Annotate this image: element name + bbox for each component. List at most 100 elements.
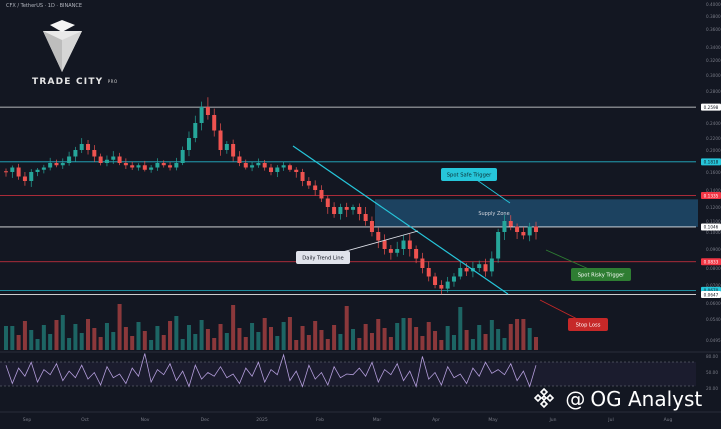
- volume-bar: [414, 327, 419, 350]
- supply-zone-label: Supply Zone: [478, 211, 509, 217]
- volume-bar: [376, 319, 381, 350]
- candle-body: [41, 167, 46, 170]
- candle-body: [451, 276, 456, 282]
- candle-body: [275, 167, 280, 172]
- price-tick-label: 0.3400: [706, 45, 721, 50]
- candle-body: [287, 165, 292, 170]
- price-tick-label: 0.2800: [706, 89, 721, 94]
- volume-bar: [224, 333, 229, 350]
- volume-bar: [168, 321, 173, 350]
- volume-bar: [193, 334, 198, 350]
- annotation-box: [296, 251, 350, 264]
- candle-body: [344, 207, 349, 210]
- watermark: @ OG Analyst: [533, 387, 702, 411]
- volume-bar: [477, 325, 482, 350]
- volume-bar: [237, 328, 242, 350]
- candle-body: [319, 190, 324, 199]
- volume-bar: [325, 339, 330, 350]
- rsi-line: [5, 353, 537, 388]
- price-tick-label: 0.0900: [706, 247, 721, 252]
- volume-bar: [41, 325, 46, 350]
- volume-bar: [73, 324, 78, 350]
- candle-body: [136, 165, 141, 168]
- volume-bar: [22, 321, 27, 350]
- x-tick-label: May: [488, 417, 498, 423]
- x-tick-label: Sep: [23, 417, 32, 423]
- volume-bar: [243, 337, 248, 350]
- volume-bar: [149, 340, 154, 350]
- candle-body: [92, 150, 97, 157]
- trend-line: [292, 145, 509, 295]
- price-tick-label: 0.0600: [706, 301, 721, 306]
- volume-bar: [35, 339, 40, 350]
- volume-bar: [136, 322, 141, 350]
- candle-body: [338, 207, 343, 214]
- volume-bar: [98, 337, 103, 350]
- volume-bar: [174, 316, 179, 350]
- candle-body: [300, 172, 305, 181]
- logo-name: TRADE CITY: [32, 77, 104, 87]
- candle-body: [313, 185, 318, 190]
- volume-bar: [338, 334, 343, 350]
- volume-bar: [300, 326, 305, 350]
- x-tick-label: Dec: [201, 417, 210, 423]
- candle-body: [79, 144, 84, 150]
- candle-body: [376, 232, 381, 241]
- volume-bar: [142, 331, 147, 350]
- candle-body: [325, 198, 330, 207]
- x-tick-label: Jun: [548, 417, 556, 423]
- candle-body: [22, 176, 27, 181]
- candle-body: [60, 163, 65, 166]
- volume-bar: [180, 339, 185, 350]
- x-tick-label: Nov: [141, 417, 150, 423]
- candle-body: [212, 115, 217, 131]
- volume-bar: [351, 329, 356, 350]
- candle-body: [269, 167, 273, 172]
- candle-body: [262, 163, 267, 168]
- volume-bar: [407, 318, 412, 350]
- volume-bar: [401, 318, 406, 350]
- volume-bar: [186, 325, 191, 350]
- x-tick-label: Aug: [664, 417, 673, 423]
- x-tick-label: Apr: [432, 417, 440, 423]
- candle-body: [155, 163, 160, 168]
- annotation-label: Spot Risky Trigger: [578, 273, 625, 279]
- price-tick-label: 0.1400: [706, 188, 721, 193]
- candle-body: [464, 268, 469, 272]
- rsi-tick-label: 80.00: [706, 354, 718, 359]
- volume-bar: [275, 336, 280, 350]
- level-price-label: 0.1818: [704, 160, 719, 165]
- candle-body: [168, 165, 173, 168]
- logo-suffix: PRO: [107, 79, 118, 84]
- supply-zone-box: [375, 199, 698, 227]
- volume-bar: [111, 332, 116, 350]
- candle-body: [433, 276, 438, 285]
- candle-body: [149, 167, 154, 170]
- volume-bar: [426, 322, 431, 350]
- volume-bar: [508, 324, 513, 350]
- candle-body: [534, 226, 538, 232]
- price-tick-label: 0.2400: [706, 121, 721, 126]
- candle-body: [483, 264, 488, 272]
- candle-body: [515, 226, 520, 232]
- volume-bar: [29, 330, 34, 350]
- candle-body: [477, 264, 482, 268]
- volume-bar: [16, 335, 21, 350]
- volume-bar: [489, 320, 494, 350]
- volume-bar: [212, 338, 217, 350]
- volume-bar: [332, 325, 337, 350]
- level-price-label: 0.1046: [704, 225, 719, 230]
- volume-bar: [205, 329, 210, 350]
- volume-bar: [369, 333, 374, 350]
- candle-body: [54, 163, 59, 166]
- x-tick-label: Oct: [81, 417, 89, 423]
- price-tick-label: 0.3600: [706, 27, 721, 32]
- candle-body: [502, 221, 507, 232]
- candle-body: [16, 167, 21, 177]
- candle-body: [48, 163, 53, 168]
- candle-body: [369, 221, 374, 232]
- candle-body: [218, 130, 223, 150]
- binance-square-icon: [533, 387, 561, 411]
